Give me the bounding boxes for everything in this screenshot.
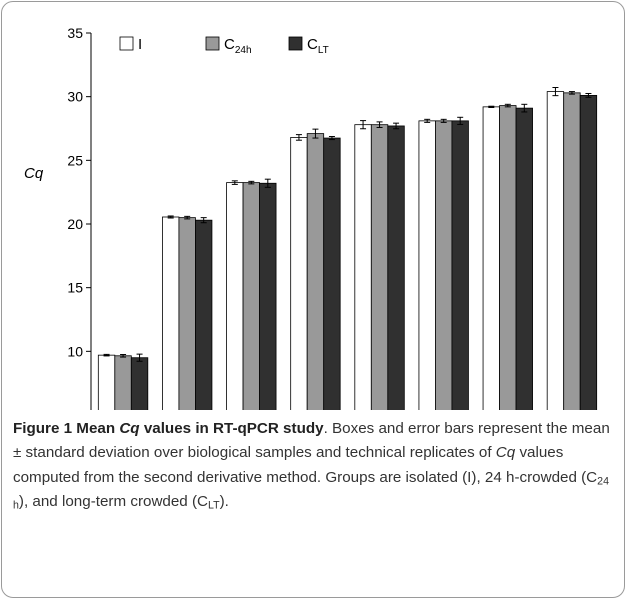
bar bbox=[482, 106, 500, 410]
bar bbox=[242, 182, 260, 410]
legend-swatch bbox=[288, 36, 303, 51]
y-tick-label: 15 bbox=[67, 280, 83, 296]
y-tick-label: 30 bbox=[67, 89, 83, 105]
bar bbox=[387, 125, 405, 410]
legend-label: I bbox=[138, 36, 142, 53]
figure-caption: Figure 1 Mean Cq values in RT-qPCR study… bbox=[13, 420, 610, 512]
y-tick-label: 25 bbox=[67, 152, 83, 168]
bar bbox=[259, 182, 277, 410]
bar bbox=[354, 124, 372, 410]
y-tick-label: 20 bbox=[67, 216, 83, 232]
bar bbox=[563, 92, 581, 410]
bar-chart: 5101520253035Cq18SrRNAEF1aGAPDHAnnIXSDHa… bbox=[24, 25, 598, 410]
y-tick-label: 10 bbox=[67, 343, 83, 359]
bar bbox=[130, 357, 149, 410]
caption-title: Figure 1 Mean Cq values in RT-qPCR study bbox=[13, 420, 324, 437]
bar bbox=[114, 355, 132, 410]
bar bbox=[515, 107, 533, 410]
bar bbox=[435, 120, 453, 410]
chart-legend: I C24h CLT bbox=[119, 36, 329, 56]
bar bbox=[370, 124, 389, 410]
bar bbox=[162, 216, 180, 410]
legend-label: CLT bbox=[307, 36, 329, 56]
bar bbox=[499, 105, 517, 410]
bar bbox=[226, 182, 244, 410]
bar bbox=[579, 94, 598, 410]
legend-swatch bbox=[119, 36, 134, 51]
bar bbox=[195, 219, 213, 410]
bar bbox=[451, 120, 469, 410]
y-axis-label: Cq bbox=[24, 165, 44, 182]
legend-label: C24h bbox=[224, 36, 252, 56]
legend-swatch bbox=[205, 36, 220, 51]
bar bbox=[546, 91, 565, 410]
bar bbox=[418, 120, 436, 410]
bar bbox=[306, 133, 325, 410]
bar bbox=[97, 354, 116, 410]
bar bbox=[178, 217, 196, 410]
y-tick-label: 5 bbox=[75, 407, 83, 410]
chart-axes: 5101520253035Cq18SrRNAEF1aGAPDHAnnIXSDHa… bbox=[24, 25, 92, 410]
chart-bars bbox=[97, 86, 598, 410]
bar bbox=[323, 137, 341, 410]
y-tick-label: 35 bbox=[67, 25, 83, 41]
bar bbox=[290, 137, 308, 410]
